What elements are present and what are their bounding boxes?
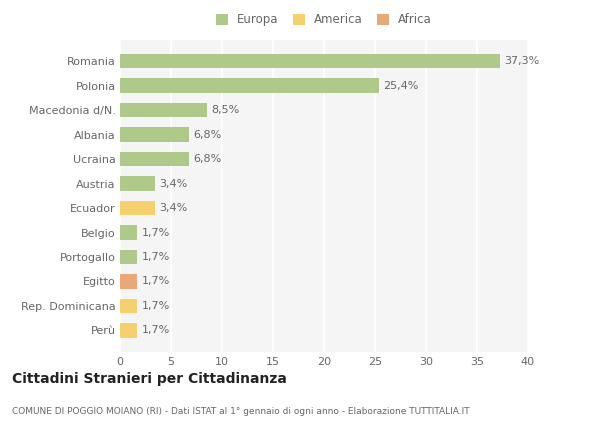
Text: 6,8%: 6,8%: [193, 130, 221, 139]
Text: 37,3%: 37,3%: [505, 56, 540, 66]
Text: 1,7%: 1,7%: [142, 301, 170, 311]
Text: 1,7%: 1,7%: [142, 227, 170, 238]
Bar: [120, 274, 137, 289]
Legend: Europa, America, Africa: Europa, America, Africa: [214, 11, 434, 29]
Bar: [120, 54, 500, 69]
Text: 1,7%: 1,7%: [142, 276, 170, 286]
Bar: [120, 78, 379, 93]
Text: 1,7%: 1,7%: [142, 326, 170, 335]
Text: Cittadini Stranieri per Cittadinanza: Cittadini Stranieri per Cittadinanza: [12, 372, 287, 386]
Text: 1,7%: 1,7%: [142, 252, 170, 262]
Bar: [120, 225, 137, 240]
Bar: [120, 249, 137, 264]
Text: 8,5%: 8,5%: [211, 105, 239, 115]
Bar: [120, 176, 155, 191]
Bar: [120, 152, 190, 166]
Bar: [120, 103, 206, 117]
Text: 3,4%: 3,4%: [159, 179, 187, 189]
Bar: [120, 127, 190, 142]
Bar: [120, 201, 155, 216]
Text: COMUNE DI POGGIO MOIANO (RI) - Dati ISTAT al 1° gennaio di ogni anno - Elaborazi: COMUNE DI POGGIO MOIANO (RI) - Dati ISTA…: [12, 407, 470, 416]
Text: 25,4%: 25,4%: [383, 81, 419, 91]
Bar: [120, 299, 137, 313]
Text: 6,8%: 6,8%: [193, 154, 221, 164]
Text: 3,4%: 3,4%: [159, 203, 187, 213]
Bar: [120, 323, 137, 338]
